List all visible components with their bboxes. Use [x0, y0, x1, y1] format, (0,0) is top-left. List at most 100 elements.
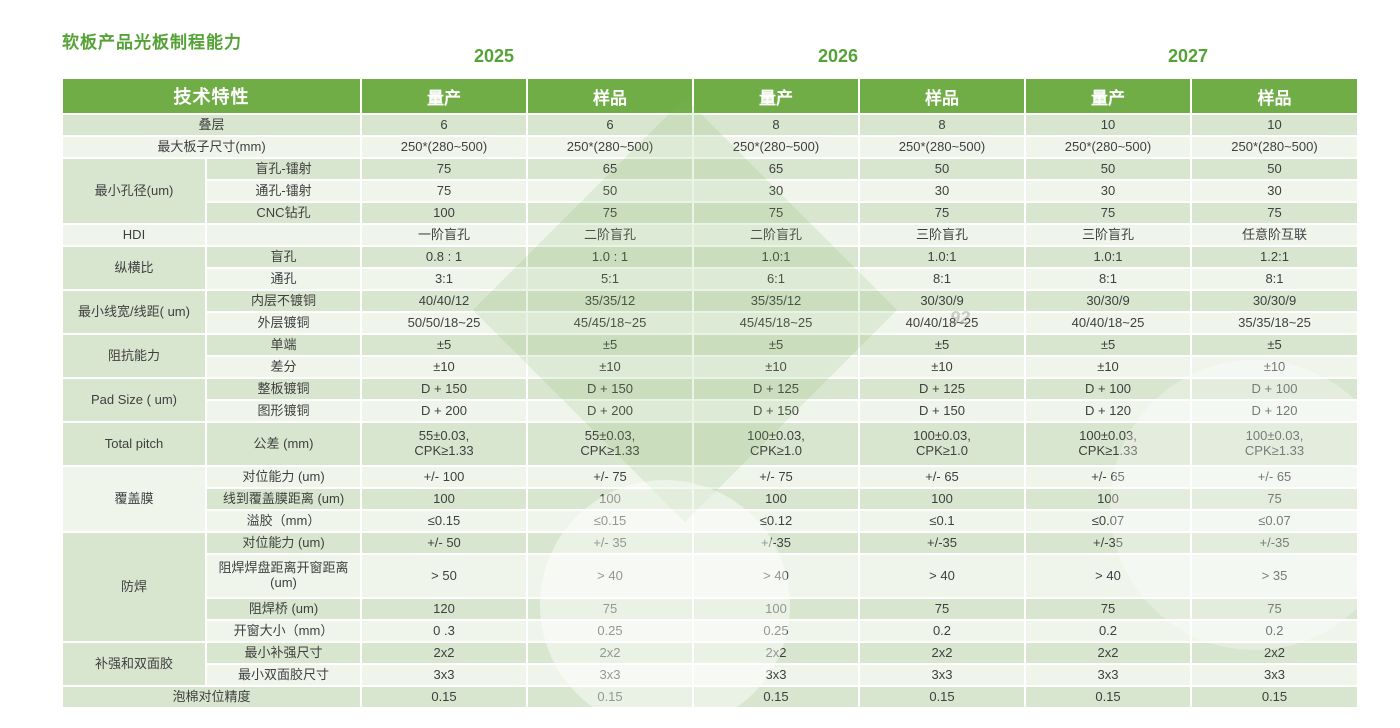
value-cell: 3x3: [527, 664, 693, 686]
value-cell: +/- 75: [527, 466, 693, 488]
value-cell: +/-35: [859, 532, 1025, 554]
value-cell: 40/40/12: [361, 290, 527, 312]
value-cell: 任意阶互联: [1191, 224, 1358, 246]
value-cell: 65: [527, 158, 693, 180]
group-label-cell: Pad Size ( um): [62, 378, 206, 422]
value-cell: 30/30/9: [1025, 290, 1191, 312]
row-label-cell: 内层不镀铜: [206, 290, 361, 312]
row-label-cell: 阻焊焊盘距离开窗距离 (um): [206, 554, 361, 598]
table-row: 纵横比 盲孔 0.8 : 1 1.0 : 1 1.0:1 1.0:1 1.0:1 1.2:1: [62, 246, 1358, 290]
value-cell: > 40: [1025, 554, 1191, 598]
value-cell: 250*(280~500): [361, 136, 527, 158]
value-cell: ≤0.15: [527, 510, 693, 532]
value-cell: 1.0:1: [693, 246, 859, 268]
table-row: 外层镀铜 50/50/18~25 45/45/18~25 45/45/18~25 40/…: [62, 312, 1358, 334]
table-row: 最小双面胶尺寸 3x3 3x3 3x3 3x3 3x3 3x3: [62, 664, 1358, 686]
value-cell: ≤0.12: [693, 510, 859, 532]
row-label-cell: 线到覆盖膜距离 (um): [206, 488, 361, 510]
value-cell: 100±0.03, CPK≥1.0: [859, 422, 1025, 466]
table-row: 防焊 对位能力 (um) +/- 50 +/- 35 +/-35 +/-35 +/-35 +/…: [62, 532, 1358, 642]
table-row: CNC钻孔 100 75 75 75 75 75: [62, 202, 1358, 224]
value-cell: +/- 65: [1191, 466, 1358, 488]
value-cell: 75: [693, 202, 859, 224]
value-cell: ±5: [859, 334, 1025, 356]
row-label-cell: 单端: [206, 334, 361, 356]
value-cell: ±10: [859, 356, 1025, 378]
value-cell: 30: [1025, 180, 1191, 202]
row-label-cell: 最小补强尺寸: [206, 642, 361, 664]
value-cell: 三阶盲孔: [859, 224, 1025, 246]
value-cell: 8: [693, 114, 859, 136]
value-cell: 100: [361, 202, 527, 224]
value-cell: ±10: [527, 356, 693, 378]
value-cell: D + 100: [1025, 378, 1191, 400]
table-row: 阻焊焊盘距离开窗距离 (um) > 50 > 40 > 40 > 40 > 40 > 35: [62, 554, 1358, 598]
value-cell: 100: [1025, 488, 1191, 510]
value-cell: D + 150: [693, 400, 859, 422]
value-cell: 10: [1191, 114, 1358, 136]
value-cell: 50/50/18~25: [361, 312, 527, 334]
table-row: 阻抗能力 单端 ±5 ±5 ±5 ±5 ±5 ±5: [62, 334, 1358, 378]
value-cell: D + 200: [361, 400, 527, 422]
value-cell: ≤0.15: [361, 510, 527, 532]
value-cell: 三阶盲孔: [1025, 224, 1191, 246]
value-cell: +/- 35: [527, 532, 693, 554]
row-label-cell: 通孔-镭射: [206, 180, 361, 202]
value-cell: 50: [527, 180, 693, 202]
row-label-cell: 外层镀铜: [206, 312, 361, 334]
row-label-cell: 叠层: [62, 114, 361, 136]
header-cell-2025-mp: 量产: [361, 78, 527, 114]
value-cell: 二阶盲孔: [527, 224, 693, 246]
value-cell: ±10: [361, 356, 527, 378]
value-cell: 1.0 : 1: [527, 246, 693, 268]
table-row: Total pitch 公差 (mm) 55±0.03, CPK≥1.33 55±0.…: [62, 422, 1358, 466]
value-cell: > 50: [361, 554, 527, 598]
table-row: 覆盖膜 对位能力 (um) +/- 100 +/- 75 +/- 75 +/- 65 +/-…: [62, 466, 1358, 532]
row-label-cell: CNC钻孔: [206, 202, 361, 224]
capability-table: 技术特性 量产 样品 量产 样品 量产 样品 叠层 6 6 8 8 10 10 最大板子尺寸(…: [62, 78, 1358, 708]
header-cell-2027-sample: 样品: [1191, 78, 1358, 114]
value-cell: 2x2: [859, 642, 1025, 664]
value-cell: ≤0.07: [1025, 510, 1191, 532]
value-cell: 0.15: [693, 686, 859, 708]
value-cell: ±5: [1025, 334, 1191, 356]
value-cell: 250*(280~500): [1191, 136, 1358, 158]
value-cell: 0.2: [1025, 620, 1191, 642]
value-cell: 100: [361, 488, 527, 510]
row-label-cell: 公差 (mm): [206, 422, 361, 466]
value-cell: 3x3: [693, 664, 859, 686]
value-cell: +/-35: [1191, 532, 1358, 554]
header-cell-2026-mp: 量产: [693, 78, 859, 114]
value-cell: 35/35/12: [527, 290, 693, 312]
value-cell: 一阶盲孔: [361, 224, 527, 246]
value-cell: 1.2:1: [1191, 246, 1358, 268]
value-cell: 75: [1025, 202, 1191, 224]
table-row: 叠层 6 6 8 8 10 10: [62, 114, 1358, 136]
header-cell-2026-sample: 样品: [859, 78, 1025, 114]
value-cell: 40/40/18~25: [1025, 312, 1191, 334]
value-cell: 6: [361, 114, 527, 136]
value-cell: 6: [527, 114, 693, 136]
value-cell: D + 150: [361, 378, 527, 400]
value-cell: 100: [693, 488, 859, 510]
value-cell: 0.2: [859, 620, 1025, 642]
value-cell: 5:1: [527, 268, 693, 290]
table-row: HDI 一阶盲孔 二阶盲孔 二阶盲孔 三阶盲孔 三阶盲孔 任意阶互联: [62, 224, 1358, 246]
value-cell: +/-35: [693, 532, 859, 554]
value-cell: 0.15: [527, 686, 693, 708]
value-cell: 3x3: [361, 664, 527, 686]
value-cell: 0.15: [1025, 686, 1191, 708]
year-label-2025: 2025: [473, 46, 515, 66]
value-cell: 250*(280~500): [693, 136, 859, 158]
row-label-cell: 图形镀铜: [206, 400, 361, 422]
value-cell: 75: [1191, 488, 1358, 510]
value-cell: 100±0.03, CPK≥1.33: [1025, 422, 1191, 466]
value-cell: 75: [527, 598, 693, 620]
value-cell: 8:1: [1025, 268, 1191, 290]
table-row: 最小线宽/线距( um) 内层不镀铜 40/40/12 35/35/12 35/35/1…: [62, 290, 1358, 334]
header-cell-2025-sample: 样品: [527, 78, 693, 114]
value-cell: 0.2: [1191, 620, 1358, 642]
table-row: 线到覆盖膜距离 (um) 100 100 100 100 100 75: [62, 488, 1358, 510]
page-title: 软板产品光板制程能力: [62, 33, 242, 52]
